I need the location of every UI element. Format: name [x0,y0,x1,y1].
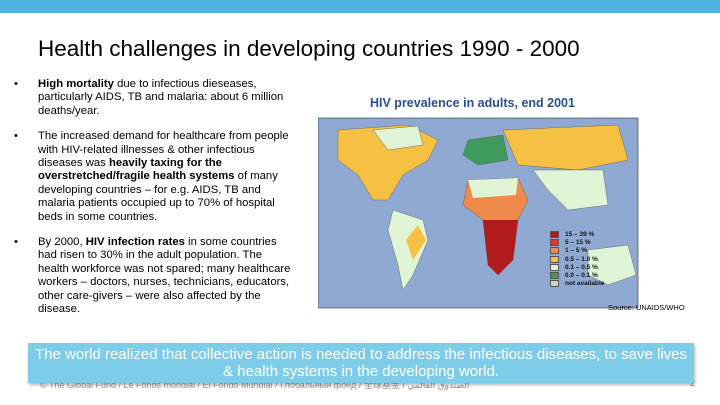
bullet-text: By 2000, [38,236,86,249]
bullet-bold: High mortality [38,78,114,90]
legend-item: 0.1 – 0.5 % [550,263,604,271]
southern-africa [483,220,518,275]
russia [502,124,629,171]
legend-label: 0.1 – 0.5 % [565,263,598,271]
legend-item: not available [550,280,604,288]
legend-item: 1 – 5 % [550,247,604,255]
legend-item: 0.5 – 1.0 % [550,255,604,263]
legend-label: 5 – 15 % [565,238,591,246]
legend-label: 1 – 5 % [565,247,588,255]
slide-title: Health challenges in developing countrie… [38,36,580,61]
callout-box: The world realized that collective actio… [28,343,694,383]
footer-text: © The Global Fund / Le Fonds mondial / E… [40,380,470,390]
bullet-item: High mortality due to infectious dieseas… [14,78,294,118]
europe [462,134,509,166]
brazil [406,225,426,260]
legend-label: 0.5 – 1.0 % [565,255,598,263]
asia [532,169,609,211]
legend-swatch [550,230,559,238]
legend-label: 15 – 39 % [565,230,595,238]
legend-swatch [550,263,559,271]
bullet-text: of many developing countries – for e.g. … [38,170,278,223]
bullet-text: due to infectious dieseases, particularl… [38,78,284,117]
bullet-text: The increased demand for healthcare from… [38,130,289,170]
map-legend: 15 – 39 % 5 – 15 % 1 – 5 % 0.5 – 1.0 % 0.1 –… [550,230,604,288]
legend-swatch [550,247,559,255]
top-accent-bar [0,0,720,13]
legend-swatch [550,255,559,263]
legend-item: 0.0 – 0.1 % [550,271,604,280]
page-number: 2 [690,378,696,388]
bullet-item: By 2000, HIV infection rates in some cou… [14,236,294,316]
hiv-prevalence-map [318,117,639,309]
legend-label: 0.0 – 0.1 % [565,272,598,280]
bullet-item: The increased demand for healthcare from… [14,130,294,224]
australia [587,244,637,286]
bullet-bold: HIV infection rates [85,236,185,249]
legend-swatch [550,238,559,246]
bullet-bold: heavily taxing for the overstretched/fra… [38,157,235,183]
legend-item: 5 – 15 % [550,238,604,246]
canada [372,125,424,151]
legend-swatch [550,272,559,280]
north-africa [468,178,518,198]
legend-swatch [550,280,559,288]
bullet-text: in some countries had risen to 30% in th… [38,236,291,316]
map-title: HIV prevalence in adults, end 2001 [370,96,575,110]
bullet-list: High mortality due to infectious dieseas… [14,78,294,329]
legend-item: 15 – 39 % [550,230,604,238]
map-source: Source: UNAIDS/WHO [608,303,685,312]
legend-label: not available [565,280,605,288]
